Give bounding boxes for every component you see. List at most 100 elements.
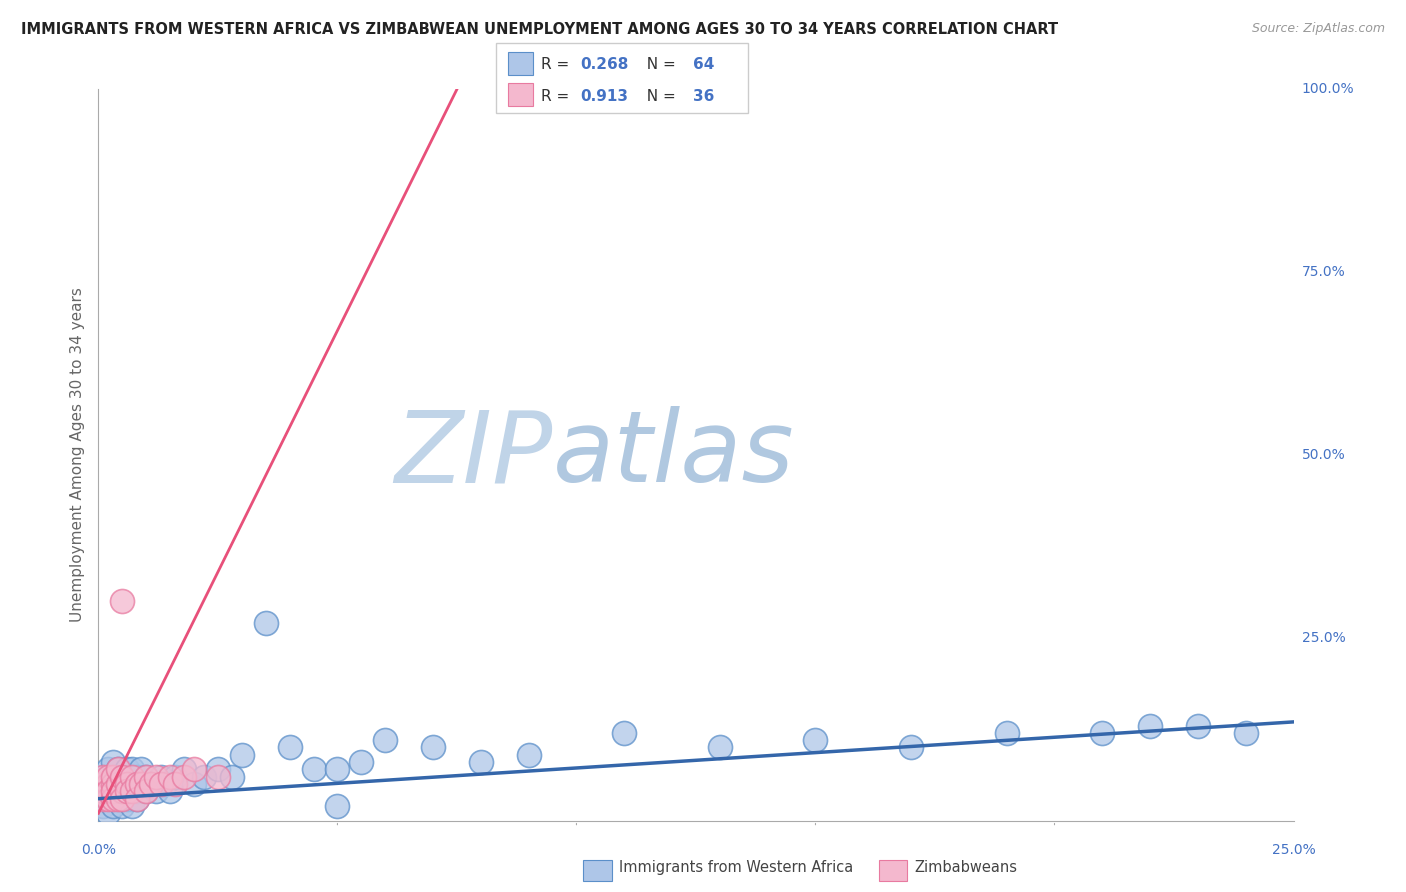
Text: 50.0%: 50.0% — [1302, 448, 1346, 462]
Point — [91, 770, 114, 784]
Point — [131, 763, 153, 777]
Text: R =: R = — [541, 57, 575, 72]
Y-axis label: Unemployment Among Ages 30 to 34 years: Unemployment Among Ages 30 to 34 years — [69, 287, 84, 623]
Point — [1091, 726, 1114, 740]
Point — [101, 770, 124, 784]
Point — [135, 770, 157, 784]
Text: IMMIGRANTS FROM WESTERN AFRICA VS ZIMBABWEAN UNEMPLOYMENT AMONG AGES 30 TO 34 YE: IMMIGRANTS FROM WESTERN AFRICA VS ZIMBAB… — [21, 22, 1059, 37]
Point — [135, 770, 157, 784]
Text: 0.0%: 0.0% — [82, 843, 115, 857]
Point — [101, 799, 124, 814]
Point — [350, 755, 373, 769]
Point — [254, 616, 277, 631]
Point — [155, 777, 177, 791]
Point — [125, 791, 148, 805]
Point — [115, 777, 138, 791]
Point — [101, 791, 124, 805]
Point — [121, 770, 143, 784]
Text: Source: ZipAtlas.com: Source: ZipAtlas.com — [1251, 22, 1385, 36]
Point — [101, 784, 124, 798]
Point — [115, 784, 138, 798]
Point — [326, 799, 349, 814]
Point — [111, 770, 134, 784]
Point — [111, 784, 134, 798]
Point — [149, 770, 172, 784]
Point — [193, 770, 215, 784]
Point — [97, 791, 120, 805]
Point — [163, 777, 186, 791]
Point — [173, 770, 195, 784]
Point — [91, 799, 114, 814]
Text: 100.0%: 100.0% — [1302, 82, 1354, 96]
Point — [97, 784, 120, 798]
Point — [221, 770, 243, 784]
Text: 25.0%: 25.0% — [1302, 631, 1346, 645]
Point — [115, 763, 138, 777]
Point — [145, 784, 167, 798]
Point — [115, 770, 138, 784]
Point — [91, 784, 114, 798]
Point — [1234, 726, 1257, 740]
Point — [470, 755, 492, 769]
Point — [107, 791, 129, 805]
Text: 0.268: 0.268 — [581, 57, 628, 72]
Text: 25.0%: 25.0% — [1271, 843, 1316, 857]
Point — [900, 740, 922, 755]
Point — [207, 763, 229, 777]
Text: 0.913: 0.913 — [581, 89, 628, 104]
Point — [173, 763, 195, 777]
Point — [121, 791, 143, 805]
Point — [97, 777, 120, 791]
Text: atlas: atlas — [553, 407, 794, 503]
Point — [145, 770, 167, 784]
Point — [326, 763, 349, 777]
Point — [302, 763, 325, 777]
Point — [111, 770, 134, 784]
Point — [139, 777, 162, 791]
Point — [613, 726, 636, 740]
Point — [135, 784, 157, 798]
Point — [125, 784, 148, 798]
Point — [101, 755, 124, 769]
Text: N =: N = — [637, 89, 681, 104]
Text: Immigrants from Western Africa: Immigrants from Western Africa — [619, 860, 853, 874]
Text: 75.0%: 75.0% — [1302, 265, 1346, 279]
Point — [1187, 718, 1209, 732]
Point — [139, 777, 162, 791]
Point — [121, 799, 143, 814]
Point — [231, 747, 253, 762]
Point — [159, 770, 181, 784]
Point — [131, 777, 153, 791]
Point — [101, 777, 124, 791]
Point — [149, 777, 172, 791]
Point — [91, 784, 114, 798]
Point — [111, 799, 134, 814]
Point — [115, 777, 138, 791]
Point — [107, 791, 129, 805]
Point — [111, 791, 134, 805]
Point — [374, 733, 396, 747]
Point — [1139, 718, 1161, 732]
Point — [163, 770, 186, 784]
Point — [159, 784, 181, 798]
Point — [207, 770, 229, 784]
Point — [422, 740, 444, 755]
Text: Zimbabweans: Zimbabweans — [914, 860, 1017, 874]
Point — [125, 791, 148, 805]
Point — [121, 763, 143, 777]
Point — [107, 763, 129, 777]
Point — [131, 777, 153, 791]
Point — [125, 777, 148, 791]
Point — [115, 784, 138, 798]
Point — [107, 777, 129, 791]
Point — [97, 777, 120, 791]
Text: 64: 64 — [693, 57, 714, 72]
Point — [995, 726, 1018, 740]
Point — [115, 791, 138, 805]
Point — [107, 777, 129, 791]
Text: N =: N = — [637, 57, 681, 72]
Point — [97, 791, 120, 805]
Point — [517, 747, 540, 762]
Point — [101, 784, 124, 798]
Text: 36: 36 — [693, 89, 714, 104]
